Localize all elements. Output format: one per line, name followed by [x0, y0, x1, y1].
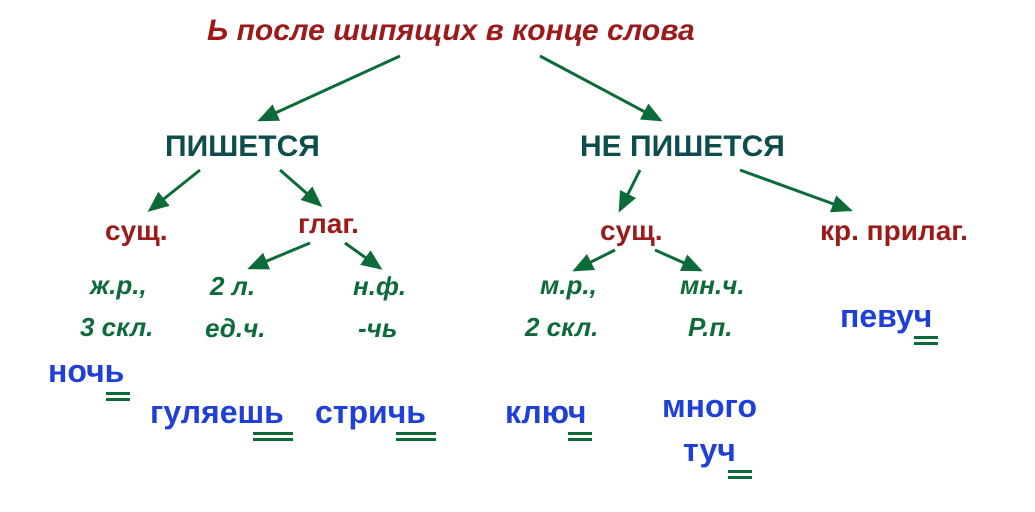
detail-skl2: 2 скл. — [525, 312, 598, 343]
underline-gulyaesh — [253, 432, 293, 441]
pos-noun-right: сущ. — [600, 215, 663, 247]
detail-mnch: мн.ч. — [680, 270, 745, 301]
branch-writes: ПИШЕТСЯ — [165, 130, 320, 164]
pos-noun-left: сущ. — [105, 215, 168, 247]
detail-fem: ж.р., — [90, 270, 147, 301]
pos-adj: кр. прилаг. — [820, 215, 968, 247]
example-pevuch: певуч — [840, 298, 932, 335]
detail-ch: -чь — [358, 313, 397, 344]
underline-pevuch — [914, 336, 938, 345]
diagram-title: Ь после шипящих в конце слова — [207, 14, 695, 48]
example-tuch: туч — [683, 432, 736, 469]
detail-mr: м.р., — [540, 270, 597, 301]
example-gulyaesh: гуляешь — [150, 394, 284, 431]
example-klyuch: ключ — [505, 394, 586, 431]
example-noch: ночь — [48, 353, 124, 390]
underline-tuch — [728, 470, 752, 479]
detail-nf: н.ф. — [353, 271, 406, 302]
underline-noch — [106, 392, 130, 401]
example-strich: стричь — [315, 394, 426, 431]
branch-not-writes: НЕ ПИШЕТСЯ — [580, 130, 785, 164]
underline-strich — [396, 432, 436, 441]
pos-verb: глаг. — [298, 208, 359, 240]
arrows-svg — [0, 0, 1035, 512]
detail-edch: ед.ч. — [205, 313, 265, 344]
detail-skl3: 3 скл. — [80, 312, 153, 343]
underline-klyuch — [568, 432, 592, 441]
detail-rp: Р.п. — [688, 312, 732, 343]
example-mnogo: много — [662, 388, 757, 425]
detail-2l: 2 л. — [210, 271, 255, 302]
